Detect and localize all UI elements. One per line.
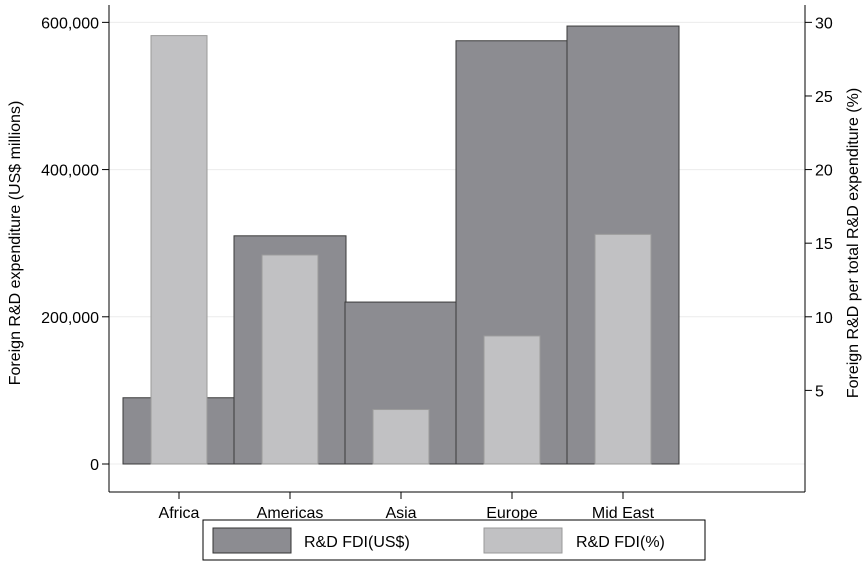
bars-rd-fdi-percent: [150, 35, 652, 465]
right-tick-label: 30: [815, 15, 833, 32]
left-y-axis-title: Foreign R&D expenditure (US$ millions): [7, 101, 24, 386]
right-y-axis-ticks: 5 10 15 20 25 30: [805, 15, 833, 400]
legend-label-usd: R&D FDI(US$): [304, 534, 410, 551]
right-tick-label: 15: [815, 236, 833, 253]
bar-percent: [372, 409, 430, 465]
left-tick-label: 0: [90, 457, 99, 474]
x-tick-label: Mid East: [592, 505, 655, 522]
left-tick-label: 600,000: [41, 15, 99, 32]
x-tick-label: Asia: [385, 505, 416, 522]
bar-percent: [261, 254, 319, 465]
right-tick-label: 5: [815, 383, 824, 400]
bar-percent: [594, 233, 652, 465]
left-tick-label: 200,000: [41, 310, 99, 327]
left-y-axis-ticks: 0 200,000 400,000 600,000: [41, 15, 109, 474]
legend: R&D FDI(US$) R&D FDI(%): [202, 519, 706, 561]
bar-percent: [150, 35, 208, 465]
right-tick-label: 10: [815, 310, 833, 327]
legend-swatch-usd: [212, 527, 292, 554]
right-tick-label: 25: [815, 89, 833, 106]
x-tick-label: Africa: [159, 505, 200, 522]
x-tick-label: Europe: [486, 505, 538, 522]
legend-label-percent: R&D FDI(%): [576, 534, 665, 551]
right-tick-label: 20: [815, 163, 833, 180]
legend-swatch-percent: [483, 527, 563, 554]
left-tick-label: 400,000: [41, 163, 99, 180]
x-axis-ticks: Africa Americas Asia Europe Mid East: [159, 492, 655, 522]
right-y-axis-title: Foreign R&D per total R&D expenditure (%…: [845, 88, 862, 398]
bar-percent: [483, 335, 541, 465]
x-tick-label: Americas: [257, 505, 324, 522]
axes: [108, 5, 806, 493]
